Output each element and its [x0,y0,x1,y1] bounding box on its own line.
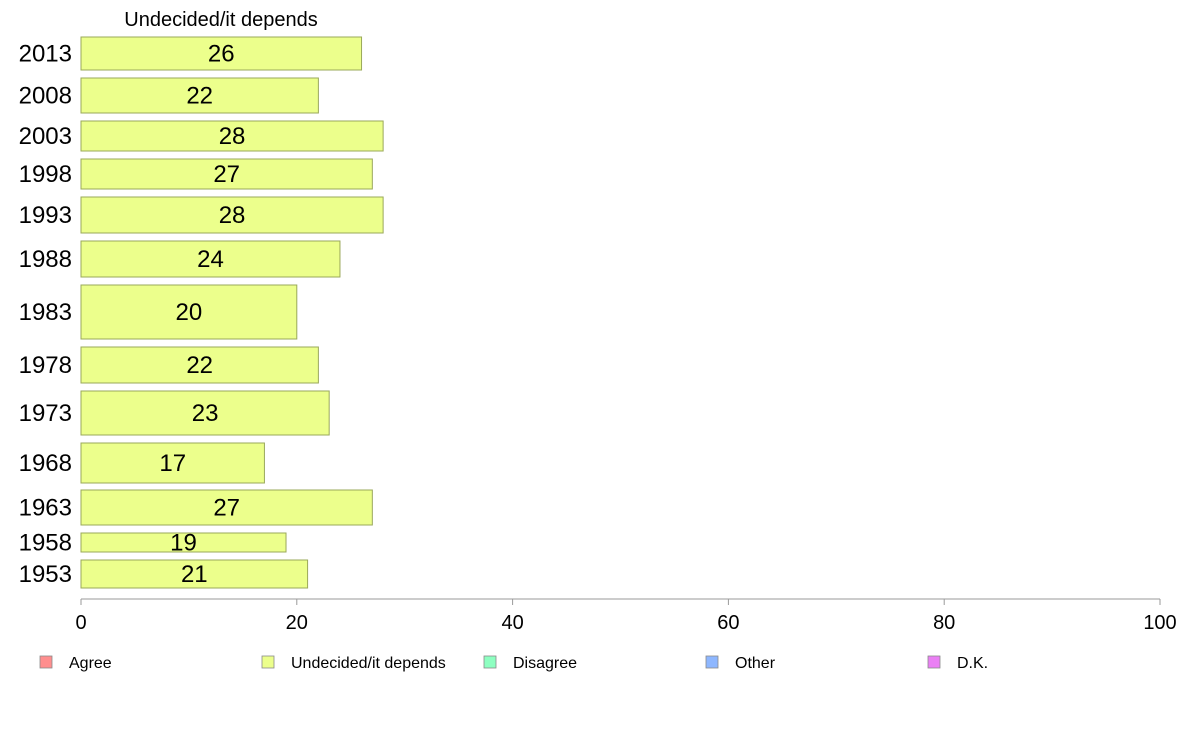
value-label-1958: 19 [170,530,197,557]
value-label-2008: 22 [186,83,213,110]
value-label-1978: 22 [186,352,213,379]
value-label-1993: 28 [219,202,246,229]
bar-1968 [80,442,265,484]
legend-label-d-k: D.K. [957,655,988,672]
bar-1978 [80,346,319,384]
bar-2003 [80,120,384,152]
category-label-1978: 1978 [19,352,72,379]
legend-label-disagree: Disagree [513,655,577,672]
category-label-1953: 1953 [19,561,72,588]
category-label-2008: 2008 [19,83,72,110]
value-label-1983: 20 [176,299,203,326]
value-label-1988: 24 [197,246,224,273]
legend-swatch-d-k [927,655,941,669]
legend-label-undecided-it-depends: Undecided/it depends [291,655,446,672]
x-tick-label-100: 100 [1143,612,1176,634]
value-label-1963: 27 [213,495,240,522]
value-label-1968: 17 [159,450,186,477]
category-label-1998: 1998 [19,161,72,188]
category-label-1993: 1993 [19,202,72,229]
bar-1998 [80,158,373,190]
legend-label-agree: Agree [69,655,112,672]
legend-swatch-undecided-it-depends [261,655,275,669]
bar-1963 [80,489,373,526]
category-label-1968: 1968 [19,450,72,477]
value-label-2003: 28 [219,123,246,150]
legend-label-other: Other [735,655,776,672]
category-label-1963: 1963 [19,495,72,522]
category-label-1983: 1983 [19,299,72,326]
bar-1983 [80,284,298,340]
x-axis: 0 20 40 60 80 100 [75,598,1177,634]
category-label-1958: 1958 [19,530,72,557]
bar-1988 [80,240,341,278]
bar-2013 [80,36,363,71]
category-label-1973: 1973 [19,400,72,427]
legend-swatch-disagree [483,655,497,669]
bar-1958 [80,532,287,553]
legend-swatch-other [705,655,719,669]
bar-1973 [80,390,330,436]
bar-1993 [80,196,384,234]
x-tick-label-0: 0 [75,612,86,634]
panel-title: Undecided/it depends [124,9,317,31]
category-label-1988: 1988 [19,246,72,273]
x-tick-label-80: 80 [933,612,955,634]
bars-group: 2013 26 2008 22 2003 28 1998 27 1993 28 1988 24 1983… [19,36,384,589]
value-label-1998: 27 [213,161,240,188]
category-label-2003: 2003 [19,123,72,150]
legend-swatch-agree [39,655,53,669]
x-tick-label-60: 60 [717,612,739,634]
bar-2008 [80,77,319,114]
value-label-1973: 23 [192,400,219,427]
value-label-2013: 26 [208,41,235,68]
x-tick-label-40: 40 [501,612,523,634]
bar-1953 [80,559,309,589]
category-label-2013: 2013 [19,41,72,68]
legend: Agree Undecided/it depends Disagree Other D.… [39,655,988,672]
x-tick-label-20: 20 [286,612,308,634]
value-label-1953: 21 [181,561,208,588]
